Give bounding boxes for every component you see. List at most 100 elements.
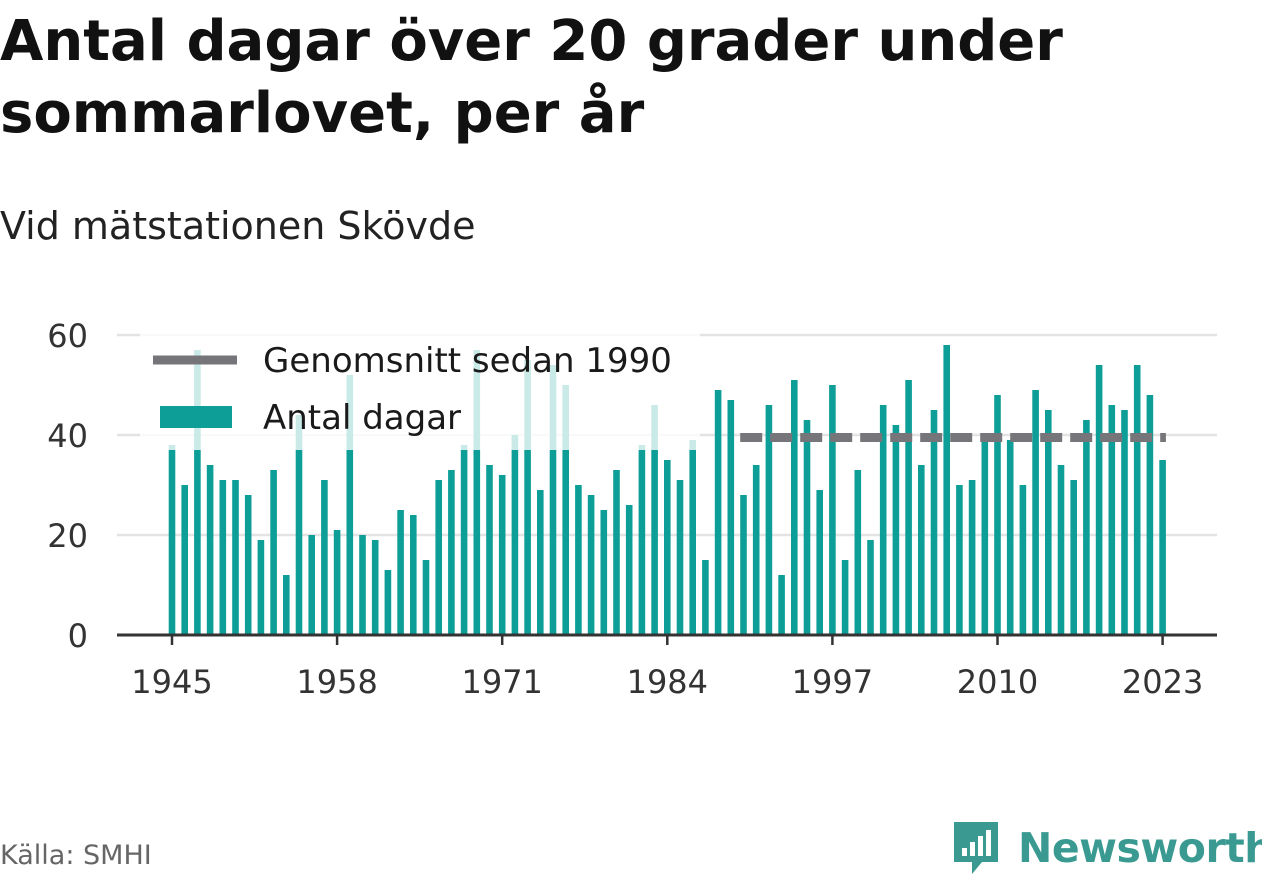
bar [638, 445, 646, 635]
bar [664, 460, 671, 635]
bar [511, 435, 519, 635]
bar [371, 540, 379, 635]
x-tick-label: 2023 [1122, 663, 1203, 701]
bar [1159, 460, 1166, 635]
bar [194, 350, 201, 635]
bar [702, 560, 709, 635]
bar [994, 395, 1001, 635]
bar [905, 380, 912, 635]
x-tick-label: 1971 [461, 663, 542, 701]
bar [676, 480, 684, 635]
bar [486, 465, 493, 635]
y-tick-label: 0 [68, 617, 88, 655]
y-tick-label: 60 [47, 317, 88, 355]
bar [600, 510, 608, 635]
bar-chart: 0 20 40 60 1945 1958 1971 1984 1997 2010 2023 Gen… [47, 317, 1217, 701]
bar [435, 480, 442, 635]
bar [244, 495, 252, 635]
bar [537, 490, 544, 635]
bar [587, 495, 595, 635]
bar [778, 575, 785, 635]
bar [257, 540, 265, 635]
bar [613, 470, 620, 635]
bar [460, 445, 468, 635]
bar [295, 415, 303, 635]
bar [359, 535, 366, 635]
bar [384, 570, 392, 635]
bar [1133, 365, 1141, 635]
legend-average-label: Genomsnitt sedan 1990 [263, 341, 672, 381]
bar [181, 485, 188, 635]
bar [1006, 440, 1014, 635]
bar [1108, 405, 1116, 635]
x-tick-label: 1945 [131, 663, 212, 701]
legend-bar-label: Antal dagar [263, 398, 461, 438]
bar [1032, 390, 1039, 635]
bar [943, 345, 950, 635]
bar [956, 485, 963, 635]
x-tick-label: 1958 [296, 663, 377, 701]
bar [283, 575, 290, 635]
bar [854, 470, 862, 635]
bar [714, 390, 722, 635]
legend: Genomsnitt sedan 1990 Antal dagar [140, 330, 700, 450]
bar [968, 480, 976, 635]
bar [575, 485, 582, 635]
y-tick-label: 40 [47, 417, 88, 455]
bar [867, 540, 874, 635]
bar [816, 490, 823, 635]
bar [740, 495, 747, 635]
bar [829, 385, 836, 635]
bar [752, 465, 760, 635]
bar [791, 380, 798, 635]
bar [397, 510, 404, 635]
bars [168, 345, 1166, 635]
source-note: Källa: SMHI [0, 840, 152, 871]
y-tick-label: 20 [47, 517, 88, 555]
bar [1146, 395, 1154, 635]
x-tick-label: 1984 [627, 663, 708, 701]
bar [625, 505, 633, 635]
bar [422, 560, 430, 635]
bar [651, 405, 658, 635]
bar [549, 365, 557, 635]
bar [270, 470, 277, 635]
chart-subtitle: Vid mätstationen Skövde [0, 204, 476, 248]
axes: 1945 1958 1971 1984 1997 2010 2023 [117, 633, 1217, 701]
bar [918, 465, 925, 635]
bar [841, 560, 849, 635]
legend-background [140, 330, 700, 450]
bar [333, 530, 341, 635]
bar [879, 405, 887, 635]
bar [1045, 410, 1052, 635]
bar [765, 405, 773, 635]
bar [308, 535, 315, 635]
bar [1019, 485, 1027, 635]
newsworthy-logo-icon [954, 822, 998, 874]
bar [1095, 365, 1103, 635]
bar [219, 480, 227, 635]
brand-logo: Newsworthy [950, 818, 1262, 878]
bar [524, 360, 531, 635]
bar [232, 480, 239, 635]
bar [206, 465, 214, 635]
bar [689, 440, 696, 635]
brand-name: Newsworthy [1018, 824, 1262, 872]
bar [168, 445, 176, 635]
bar [1083, 420, 1090, 635]
bar [930, 410, 938, 635]
bar [1070, 480, 1077, 635]
bar [981, 435, 989, 635]
bar [498, 475, 506, 635]
x-tick-label: 2010 [957, 663, 1038, 701]
bar [321, 480, 328, 635]
bar [448, 470, 455, 635]
bar [346, 375, 354, 635]
chart-title: Antal dagar över 20 grader under sommarl… [0, 9, 1063, 146]
x-tick-label: 1997 [792, 663, 873, 701]
bar [410, 515, 417, 635]
bar [562, 385, 569, 635]
bar [473, 350, 481, 635]
bar [727, 400, 735, 635]
legend-bar-swatch [160, 406, 232, 428]
